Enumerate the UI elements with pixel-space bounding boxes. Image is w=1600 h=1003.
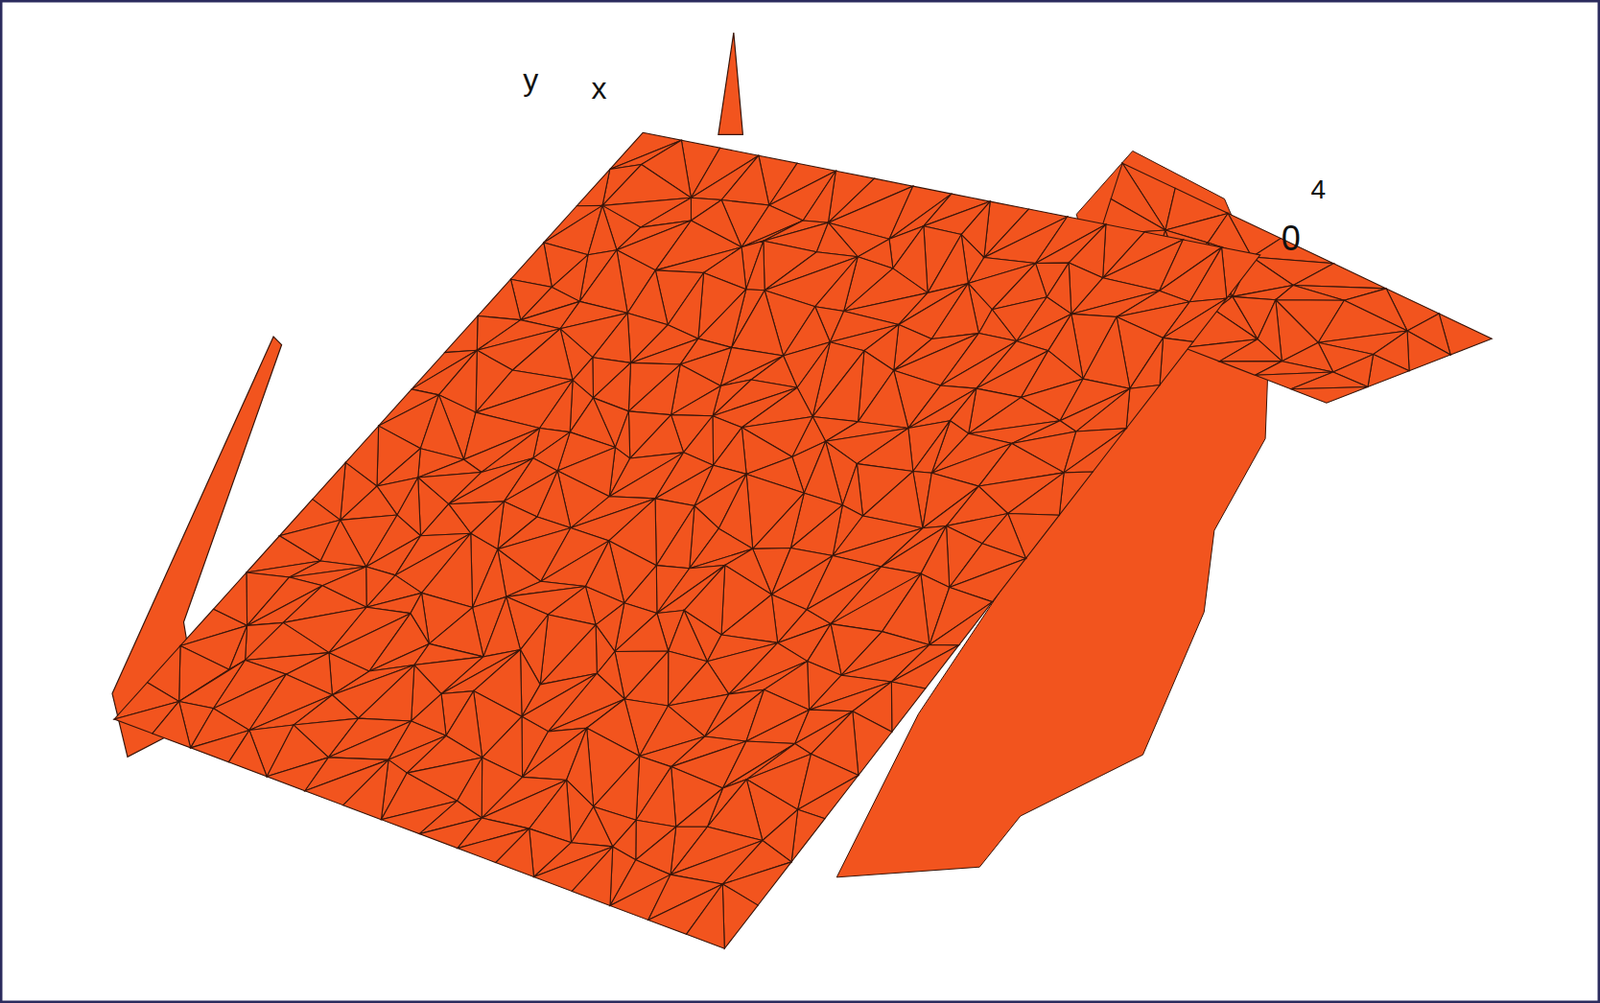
svg-text:y: y [522,62,539,97]
svg-text:0: 0 [1281,218,1301,259]
svg-text:4: 4 [1311,174,1327,205]
svg-text:x: x [590,70,607,106]
